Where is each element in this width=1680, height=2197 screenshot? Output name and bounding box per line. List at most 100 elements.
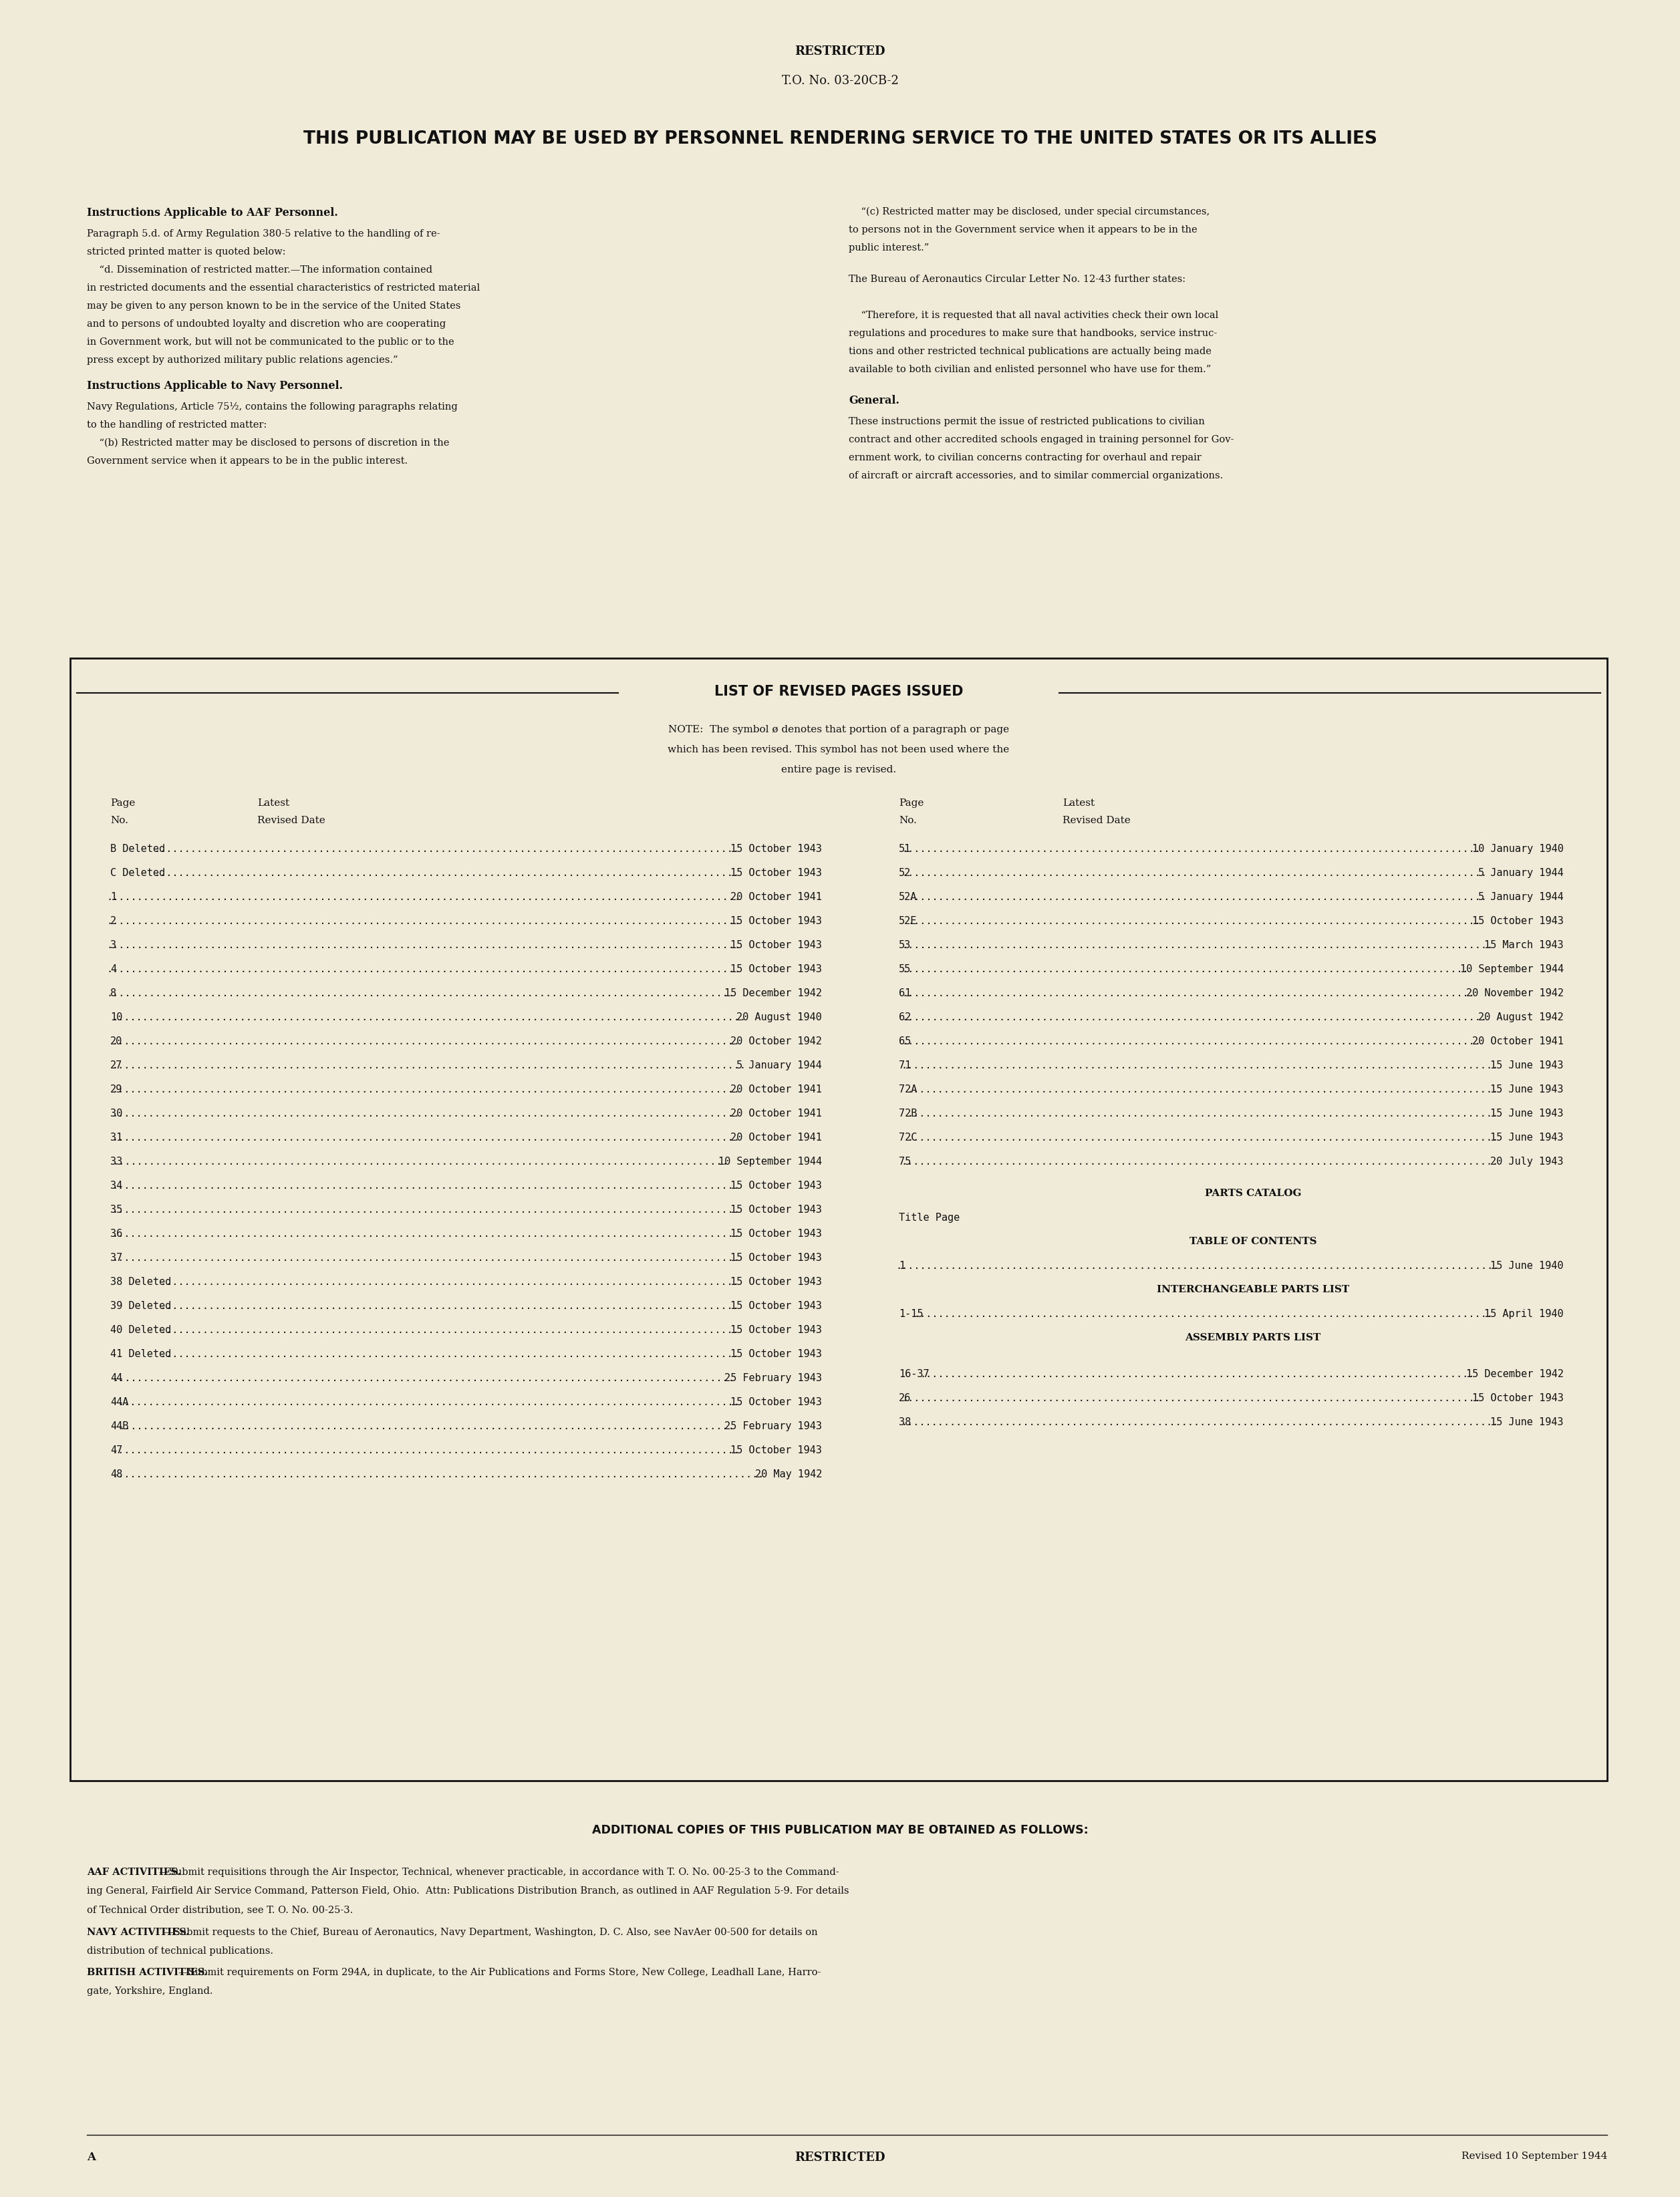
Text: 15 June 1943: 15 June 1943	[1490, 1417, 1564, 1428]
Text: ................................................................................: ........................................…	[902, 868, 1487, 879]
Text: ................................................................................: ........................................…	[113, 1252, 741, 1263]
Text: 15 June 1943: 15 June 1943	[1490, 1085, 1564, 1094]
Text: 15 October 1943: 15 October 1943	[1472, 916, 1564, 927]
Text: ................................................................................: ........................................…	[160, 1276, 739, 1287]
Text: ................................................................................: ........................................…	[113, 1134, 741, 1142]
Text: 15 June 1940: 15 June 1940	[1490, 1261, 1564, 1270]
Text: Government service when it appears to be in the public interest.: Government service when it appears to be…	[87, 457, 408, 466]
Text: ................................................................................: ........................................…	[907, 1085, 1499, 1094]
Text: ................................................................................: ........................................…	[902, 1417, 1499, 1428]
Text: gate, Yorkshire, England.: gate, Yorkshire, England.	[87, 1986, 213, 1995]
Text: THIS PUBLICATION MAY BE USED BY PERSONNEL RENDERING SERVICE TO THE UNITED STATES: THIS PUBLICATION MAY BE USED BY PERSONNE…	[302, 130, 1378, 147]
Text: ................................................................................: ........................................…	[113, 1156, 727, 1167]
Text: 1-15: 1-15	[899, 1309, 924, 1318]
Text: ................................................................................: ........................................…	[914, 1309, 1494, 1318]
Text: 15 October 1943: 15 October 1943	[731, 1397, 822, 1408]
Text: 38 Deleted: 38 Deleted	[111, 1276, 171, 1287]
Text: 15 April 1940: 15 April 1940	[1485, 1309, 1564, 1318]
Text: No.: No.	[899, 815, 917, 826]
Text: LIST OF REVISED PAGES ISSUED: LIST OF REVISED PAGES ISSUED	[714, 685, 963, 699]
Text: ................................................................................: ........................................…	[113, 1109, 741, 1118]
Text: ................................................................................: ........................................…	[902, 1393, 1482, 1404]
Text: AAF ACTIVITIES.: AAF ACTIVITIES.	[87, 1867, 181, 1876]
Text: 29: 29	[111, 1085, 123, 1094]
Text: 20 October 1941: 20 October 1941	[731, 892, 822, 903]
Text: ................................................................................: ........................................…	[106, 892, 741, 903]
Text: 15 October 1943: 15 October 1943	[731, 1276, 822, 1287]
Text: ................................................................................: ........................................…	[902, 1061, 1499, 1070]
Text: 15 October 1943: 15 October 1943	[731, 1180, 822, 1191]
Text: ................................................................................: ........................................…	[113, 1180, 741, 1191]
Text: 20 October 1942: 20 October 1942	[731, 1037, 822, 1046]
Text: ................................................................................: ........................................…	[113, 1061, 746, 1070]
Text: ................................................................................: ........................................…	[902, 989, 1475, 997]
Text: General.: General.	[848, 395, 899, 406]
Text: 20 November 1942: 20 November 1942	[1467, 989, 1564, 997]
Text: 20 October 1941: 20 October 1941	[731, 1134, 822, 1142]
Text: 15 October 1943: 15 October 1943	[731, 1204, 822, 1215]
Text: 25 February 1943: 25 February 1943	[724, 1373, 822, 1384]
Text: 15 October 1943: 15 October 1943	[1472, 1393, 1564, 1404]
Text: 52: 52	[899, 868, 911, 879]
Text: ................................................................................: ........................................…	[113, 1470, 764, 1479]
Text: ................................................................................: ........................................…	[160, 1349, 739, 1360]
Text: 15 October 1943: 15 October 1943	[731, 844, 822, 855]
Text: —Submit requests to the Chief, Bureau of Aeronautics, Navy Department, Washingto: —Submit requests to the Chief, Bureau of…	[165, 1927, 818, 1938]
Text: 15 December 1942: 15 December 1942	[724, 989, 822, 997]
Text: ................................................................................: ........................................…	[113, 1204, 741, 1215]
Text: 15 October 1943: 15 October 1943	[731, 940, 822, 949]
Text: 3: 3	[111, 940, 116, 949]
Text: Paragraph 5.d. of Army Regulation 380-5 relative to the handling of re-: Paragraph 5.d. of Army Regulation 380-5 …	[87, 228, 440, 239]
Text: 15 October 1943: 15 October 1943	[731, 1301, 822, 1312]
Text: The Bureau of Aeronautics Circular Letter No. 12-43 further states:: The Bureau of Aeronautics Circular Lette…	[848, 275, 1186, 283]
Text: 20 July 1943: 20 July 1943	[1490, 1156, 1564, 1167]
Text: NOTE:  The symbol ø denotes that portion of a paragraph or page: NOTE: The symbol ø denotes that portion …	[669, 725, 1010, 734]
Text: ................................................................................: ........................................…	[113, 1446, 741, 1454]
Text: ing General, Fairfield Air Service Command, Patterson Field, Ohio.  Attn: Public: ing General, Fairfield Air Service Comma…	[87, 1887, 848, 1896]
Text: 39 Deleted: 39 Deleted	[111, 1301, 171, 1312]
Text: ................................................................................: ........................................…	[902, 1013, 1487, 1022]
Text: No.: No.	[111, 815, 128, 826]
Text: Revised Date: Revised Date	[1062, 815, 1131, 826]
Text: ................................................................................: ........................................…	[118, 1397, 741, 1408]
Text: ................................................................................: ........................................…	[902, 1037, 1482, 1046]
Text: ................................................................................: ........................................…	[907, 1134, 1499, 1142]
Text: 52A: 52A	[899, 892, 917, 903]
Text: 75: 75	[899, 1156, 911, 1167]
Text: 72C: 72C	[899, 1134, 917, 1142]
Text: 15 October 1943: 15 October 1943	[731, 1446, 822, 1454]
Text: entire page is revised.: entire page is revised.	[781, 765, 895, 773]
Text: 71: 71	[899, 1061, 911, 1070]
Text: 20 August 1940: 20 August 1940	[736, 1013, 822, 1022]
Text: 4: 4	[111, 964, 116, 973]
Text: 15 October 1943: 15 October 1943	[731, 1228, 822, 1239]
Text: ................................................................................: ........................................…	[113, 1037, 741, 1046]
Text: 1: 1	[899, 1261, 906, 1270]
Text: Page: Page	[899, 798, 924, 808]
Text: tions and other restricted technical publications are actually being made: tions and other restricted technical pub…	[848, 347, 1211, 356]
Text: 55: 55	[899, 964, 911, 973]
Text: —Submit requirements on Form 294A, in duplicate, to the Air Publications and For: —Submit requirements on Form 294A, in du…	[178, 1969, 822, 1977]
Text: BRITISH ACTIVITIES.: BRITISH ACTIVITIES.	[87, 1969, 208, 1977]
Text: ................................................................................: ........................................…	[155, 868, 739, 879]
Text: press except by authorized military public relations agencies.”: press except by authorized military publ…	[87, 356, 398, 365]
Text: 1: 1	[111, 892, 116, 903]
Text: 15 June 1943: 15 June 1943	[1490, 1109, 1564, 1118]
Text: 72A: 72A	[899, 1085, 917, 1094]
Text: Instructions Applicable to AAF Personnel.: Instructions Applicable to AAF Personnel…	[87, 207, 338, 218]
Text: ................................................................................: ........................................…	[907, 892, 1487, 903]
Text: 40 Deleted: 40 Deleted	[111, 1325, 171, 1336]
Text: 15 October 1943: 15 October 1943	[731, 868, 822, 879]
Text: 44A: 44A	[111, 1397, 129, 1408]
Text: ................................................................................: ........................................…	[155, 844, 739, 855]
Text: ................................................................................: ........................................…	[106, 989, 734, 997]
Text: ................................................................................: ........................................…	[919, 1369, 1475, 1380]
Text: 10 September 1944: 10 September 1944	[1460, 964, 1564, 973]
Text: ................................................................................: ........................................…	[902, 940, 1494, 949]
Text: 5 January 1944: 5 January 1944	[1478, 868, 1564, 879]
Text: 8: 8	[111, 989, 116, 997]
Text: 47: 47	[111, 1446, 123, 1454]
Text: 10 September 1944: 10 September 1944	[719, 1156, 822, 1167]
Text: 5 January 1944: 5 January 1944	[1478, 892, 1564, 903]
Text: which has been revised. This symbol has not been used where the: which has been revised. This symbol has …	[669, 745, 1010, 754]
